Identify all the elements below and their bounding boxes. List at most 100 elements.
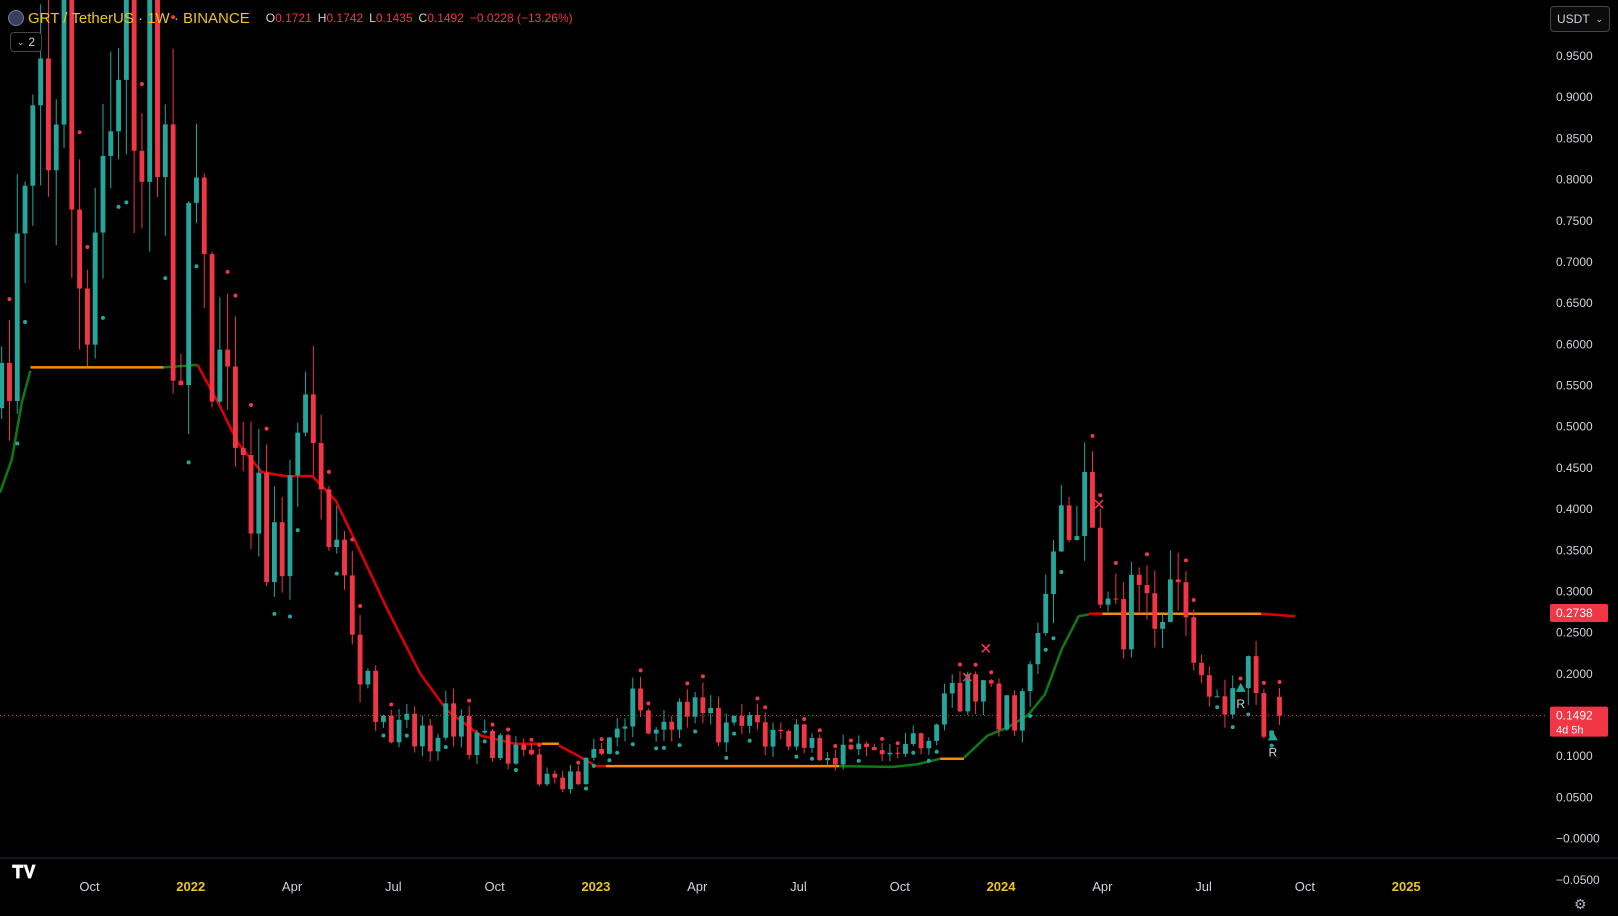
x-tick-label: Jul bbox=[790, 879, 807, 894]
candle bbox=[871, 743, 877, 751]
candle-body bbox=[1245, 656, 1251, 689]
candle-body bbox=[443, 703, 449, 738]
stop-dot bbox=[233, 293, 238, 298]
stop-dot bbox=[880, 736, 885, 741]
candle bbox=[622, 718, 628, 742]
candle-body bbox=[155, 0, 160, 178]
stop-dot bbox=[693, 729, 698, 734]
candle-body bbox=[1082, 471, 1088, 537]
candle-body bbox=[318, 443, 324, 490]
candle-body bbox=[1167, 579, 1173, 622]
candle-body bbox=[801, 724, 807, 748]
candle bbox=[786, 729, 792, 751]
candle bbox=[755, 696, 760, 730]
candle bbox=[256, 429, 262, 557]
candle bbox=[396, 708, 402, 748]
candle bbox=[482, 719, 488, 744]
price-axis-label: 0.1492 4d 5h bbox=[1550, 706, 1608, 737]
candle-body bbox=[217, 349, 223, 402]
stop-dot bbox=[225, 269, 230, 274]
candle bbox=[669, 716, 675, 742]
candle-body bbox=[303, 394, 308, 433]
candle-body bbox=[69, 0, 75, 210]
candle-body bbox=[949, 682, 955, 694]
candle-body bbox=[871, 747, 877, 751]
candle-body bbox=[53, 124, 59, 171]
candle-body bbox=[116, 79, 121, 132]
candle-body bbox=[1051, 551, 1056, 594]
stop-dot bbox=[989, 670, 994, 675]
candle-body bbox=[201, 177, 207, 255]
stop-dot bbox=[677, 743, 682, 748]
candle-body bbox=[108, 131, 114, 156]
candle-body bbox=[731, 715, 737, 723]
candle bbox=[100, 103, 106, 320]
candle bbox=[716, 696, 721, 747]
candle-body bbox=[388, 715, 394, 743]
candle-body bbox=[240, 447, 246, 456]
candle bbox=[560, 770, 566, 793]
stop-dot bbox=[15, 441, 20, 446]
y-tick-label: 0.9500 bbox=[1556, 49, 1593, 63]
candle-body bbox=[614, 728, 620, 738]
candle-body bbox=[638, 688, 643, 711]
y-tick-label: 0.2000 bbox=[1556, 667, 1593, 681]
buy-triangle-marker: R bbox=[1235, 682, 1246, 711]
candle-body bbox=[918, 733, 924, 749]
candle-body bbox=[248, 455, 254, 534]
stop-dot bbox=[895, 741, 900, 746]
stop-dot bbox=[334, 571, 339, 576]
candle-body bbox=[1035, 633, 1041, 665]
candle bbox=[427, 718, 433, 762]
candle-body bbox=[1199, 662, 1204, 676]
candle-body bbox=[1105, 598, 1111, 605]
candle-body bbox=[412, 713, 418, 747]
candle-body bbox=[957, 682, 963, 712]
candle-body bbox=[669, 721, 675, 730]
currency-select[interactable]: USDT ⌄ bbox=[1550, 6, 1610, 32]
stop-dot bbox=[1028, 714, 1033, 719]
gear-icon[interactable]: ⚙ bbox=[1574, 896, 1587, 912]
cross-stroke bbox=[1094, 499, 1104, 509]
symbol-title[interactable]: GRT / TetherUS · 1W · BINANCE bbox=[28, 9, 250, 27]
candle-body bbox=[739, 715, 745, 726]
candle-body bbox=[708, 707, 714, 714]
candle-body bbox=[583, 757, 589, 785]
candle bbox=[271, 486, 277, 616]
candle-body bbox=[38, 58, 44, 106]
stop-dot bbox=[1183, 558, 1188, 563]
candle bbox=[1144, 552, 1150, 620]
stop-dot bbox=[163, 276, 168, 281]
stop-dot bbox=[584, 786, 589, 791]
candle-body bbox=[723, 722, 729, 743]
indicators-toggle-button[interactable]: ⌄ 2 bbox=[10, 32, 42, 52]
close-label: C bbox=[418, 11, 428, 25]
candle-body bbox=[716, 707, 721, 743]
candle-body bbox=[552, 773, 558, 778]
candle bbox=[474, 729, 480, 765]
candle-body bbox=[1129, 574, 1134, 650]
candle bbox=[342, 530, 347, 590]
candle bbox=[825, 752, 830, 766]
candle-body bbox=[435, 737, 441, 752]
tradingview-logo-icon[interactable]: 𝐓𝐕 bbox=[12, 862, 36, 882]
candle-body bbox=[1004, 695, 1010, 730]
high-label: H bbox=[317, 11, 327, 25]
candle-body bbox=[365, 670, 371, 685]
candle bbox=[357, 604, 363, 703]
candle bbox=[653, 727, 659, 751]
candle bbox=[116, 47, 121, 209]
stop-dot bbox=[638, 668, 643, 673]
candle bbox=[544, 767, 550, 786]
candle-body bbox=[100, 155, 106, 233]
candle bbox=[1105, 591, 1111, 612]
trend-segment bbox=[0, 370, 32, 494]
stop-dot bbox=[732, 731, 737, 736]
cross-stroke bbox=[962, 672, 972, 682]
stop-dot bbox=[264, 426, 269, 431]
candle bbox=[1113, 561, 1119, 605]
candle bbox=[233, 293, 238, 467]
candle bbox=[996, 678, 1002, 737]
candle-body bbox=[1183, 582, 1189, 618]
